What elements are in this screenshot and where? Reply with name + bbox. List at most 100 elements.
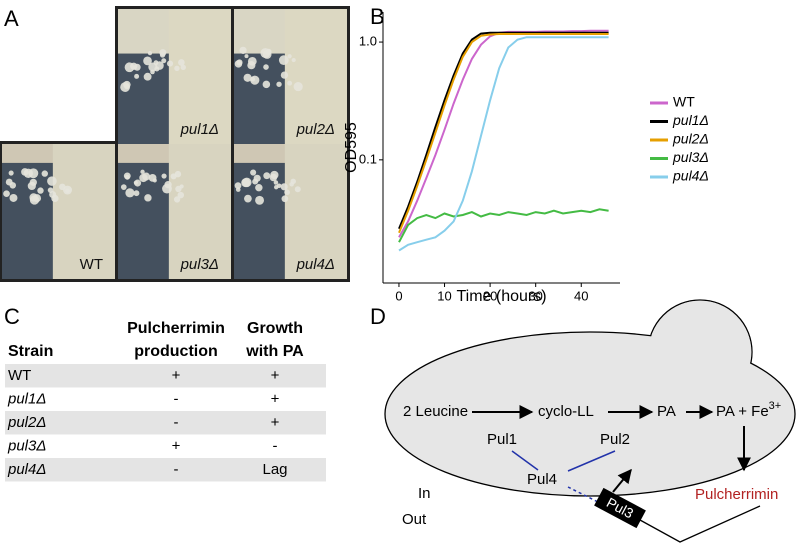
colony [144,194,152,202]
colony [250,75,260,85]
node-text: PA + Fe [716,403,769,420]
colony [143,56,152,66]
colony [291,58,296,63]
colony [255,195,264,205]
colony [124,174,130,180]
diagram-node: 2 Leucine [403,403,468,420]
colony [5,178,13,186]
colony [284,189,290,196]
table-cell: pul1Δ [7,390,46,407]
colony [180,64,186,71]
growth-curve [398,36,609,252]
colony [21,168,29,176]
colony [120,184,127,190]
table-row-stripe [5,364,326,388]
transport-line [639,505,761,543]
strain-label: pul2Δ [296,121,335,138]
x-tick-label: 10 [437,288,451,303]
colony [244,54,249,59]
strain-label: pul4Δ [296,256,335,273]
diagram-node: In [418,485,431,502]
colony [124,83,130,90]
legend-label: pul1Δ [672,112,709,128]
colony [287,54,292,59]
table-cell: pul2Δ [7,414,46,431]
colony [161,173,167,179]
colony [265,48,272,56]
table-row-stripe [5,411,326,435]
colony [130,62,138,70]
colony [49,190,57,198]
x-tick-label: 30 [528,288,542,303]
colony [143,72,152,81]
colony [290,178,296,185]
diagram-node: cyclo-LL [538,403,594,420]
colony [155,61,164,70]
colony [177,191,185,199]
colony [148,174,157,182]
table-cell: + [271,390,280,407]
growth-curve [398,33,609,234]
colony [162,183,172,194]
colony [280,71,289,79]
colony [41,170,48,177]
panel-letter: B [370,4,385,29]
node-superscript: 3+ [769,400,782,412]
table-header: Strain [8,343,53,360]
colony [178,59,185,66]
colony [250,169,257,176]
colony [255,183,263,192]
colony [293,81,303,92]
colony [65,188,71,194]
x-tick-label: 40 [574,288,588,303]
colony [276,81,282,87]
colony [273,180,279,185]
diagram-node: Pul2 [600,431,630,448]
diagram-node: PA [657,403,676,420]
colony [247,56,257,66]
interaction [567,450,616,472]
colony [253,174,261,182]
colony [234,182,242,189]
panel-letter: D [370,304,386,329]
colony [239,46,247,54]
strain-label: pul1Δ [180,121,219,138]
table-cell: pul3Δ [7,437,46,454]
table-cell: + [271,414,280,431]
colony [161,58,167,64]
interaction [511,450,539,471]
colony [175,185,182,193]
colony [278,55,289,66]
colony [3,190,10,198]
colony [262,80,271,89]
table-cell: - [174,461,179,478]
diagram-node: Out [402,511,427,528]
colony [244,194,252,203]
table-cell: WT [8,367,31,384]
y-tick-label: 1.0 [359,34,377,49]
colony [28,168,39,179]
table-cell: Lag [262,461,287,478]
colony [8,170,14,176]
colony [47,176,57,186]
colony [281,195,289,203]
colony [269,173,278,182]
x-axis-title: Time (hours) [456,288,546,305]
y-tick-label: 0.1 [359,151,377,166]
legend-label: WT [673,94,695,110]
table-cell: - [174,414,179,431]
colony [133,180,138,185]
table-cell: pul4Δ [7,461,46,478]
colony [263,64,269,70]
panel-letter: A [4,6,19,31]
colony [9,193,18,202]
y-axis-title: OD595 [343,122,360,173]
table-cell: + [271,367,280,384]
table-cell: + [172,437,181,454]
diagram-node: Pul1 [487,431,517,448]
legend-label: pul2Δ [672,131,709,147]
colony [27,181,36,191]
colony [29,193,38,202]
